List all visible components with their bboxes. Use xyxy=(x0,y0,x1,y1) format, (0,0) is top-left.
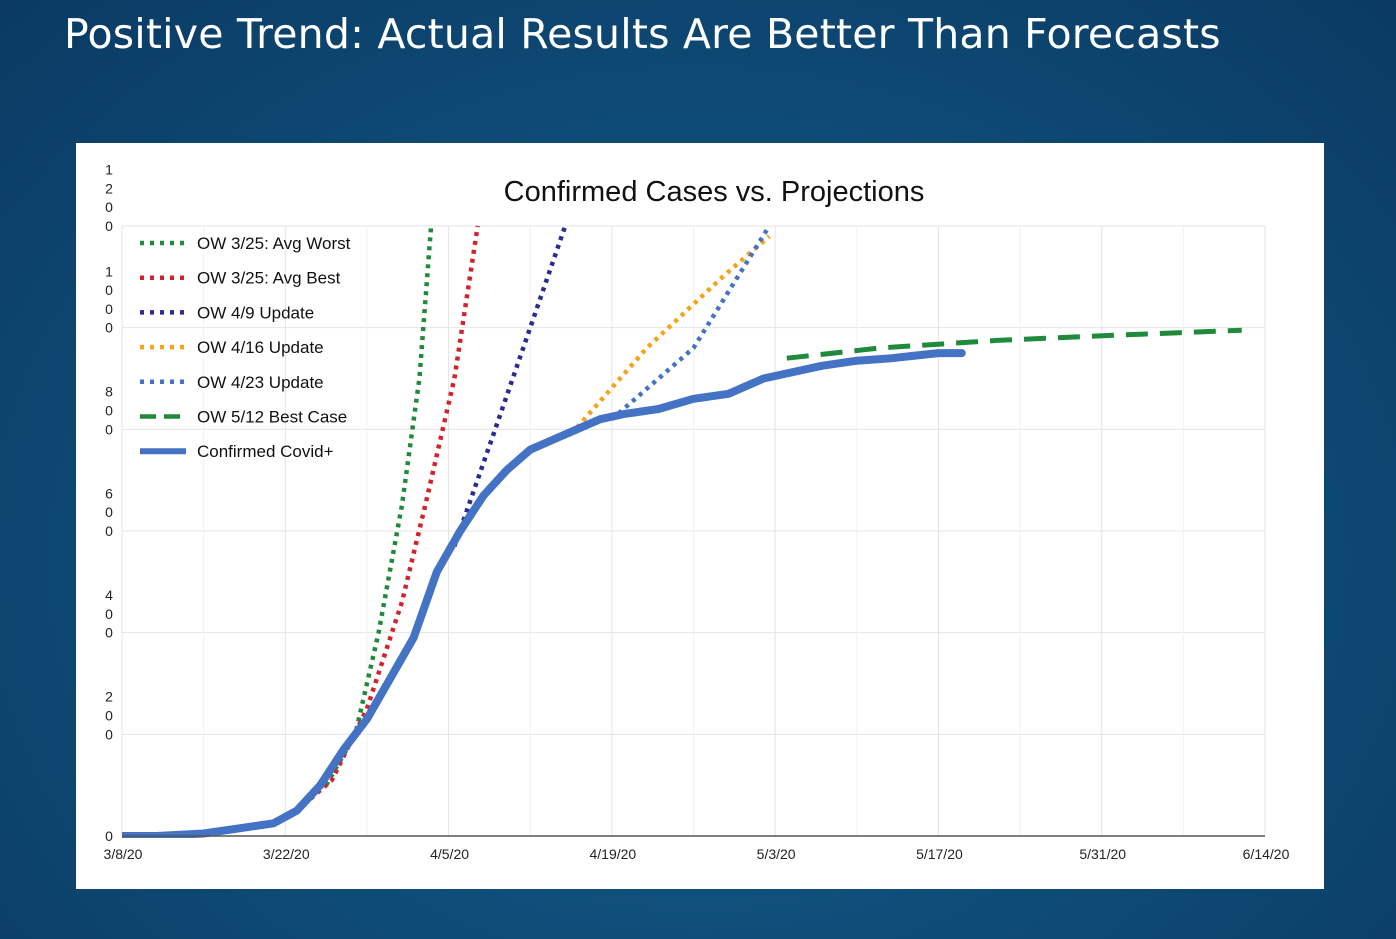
chart-card: 0 2 0 0 4 0 0 6 0 0 8 0 0 1 0 0 0 1 2 0 0 3/8/20 3/22/20 4/5/20… xyxy=(76,143,1324,889)
slide-title: Positive Trend: Actual Results Are Bette… xyxy=(64,10,1221,58)
legend-layer: OW 3/25: Avg Worst OW 3/25: Avg Best OW 4/… xyxy=(140,234,351,461)
x-tick-label: 3/8/20 xyxy=(104,846,143,862)
axis-layer: 0 2 0 0 4 0 0 6 0 0 8 0 0 1 0 0 0 1 2 0 0 3/8/20 3/22/20 4/5/20… xyxy=(104,162,1290,862)
legend-label-1: OW 3/25: Avg Worst xyxy=(197,234,351,253)
x-tick-label: 3/22/20 xyxy=(263,846,310,862)
legend-label-4: OW 4/16 Update xyxy=(197,338,324,357)
legend-label-2: OW 3/25: Avg Best xyxy=(197,269,341,288)
x-tick-label: 4/19/20 xyxy=(589,846,636,862)
series-line-6 xyxy=(786,327,1242,361)
series-line-3 xyxy=(452,225,568,548)
line-chart: 0 2 0 0 4 0 0 6 0 0 8 0 0 1 0 0 0 1 2 0 0 3/8/20 3/22/20 4/5/20… xyxy=(104,162,1290,862)
x-tick-label: 5/31/20 xyxy=(1079,846,1126,862)
x-tick-label: 6/14/20 xyxy=(1243,846,1290,862)
legend-label-5: OW 4/23 Update xyxy=(197,373,324,392)
series-line-4 xyxy=(569,234,771,436)
series-line-2 xyxy=(295,225,480,813)
chart-title: Confirmed Cases vs. Projections xyxy=(504,176,925,208)
x-tick-label: 4/5/20 xyxy=(430,846,469,862)
legend-label-7: Confirmed Covid+ xyxy=(197,442,334,461)
legend-label-6: OW 5/12 Best Case xyxy=(197,408,347,427)
y-tick-label: 0 xyxy=(105,828,113,844)
x-tick-label: 5/3/20 xyxy=(757,846,796,862)
legend-label-3: OW 4/9 Update xyxy=(197,303,314,322)
series-layer xyxy=(122,224,1242,838)
series-line-5 xyxy=(610,224,772,421)
x-tick-label: 5/17/20 xyxy=(916,846,963,862)
grid-layer xyxy=(121,225,1266,836)
series-line-7 xyxy=(122,349,966,838)
